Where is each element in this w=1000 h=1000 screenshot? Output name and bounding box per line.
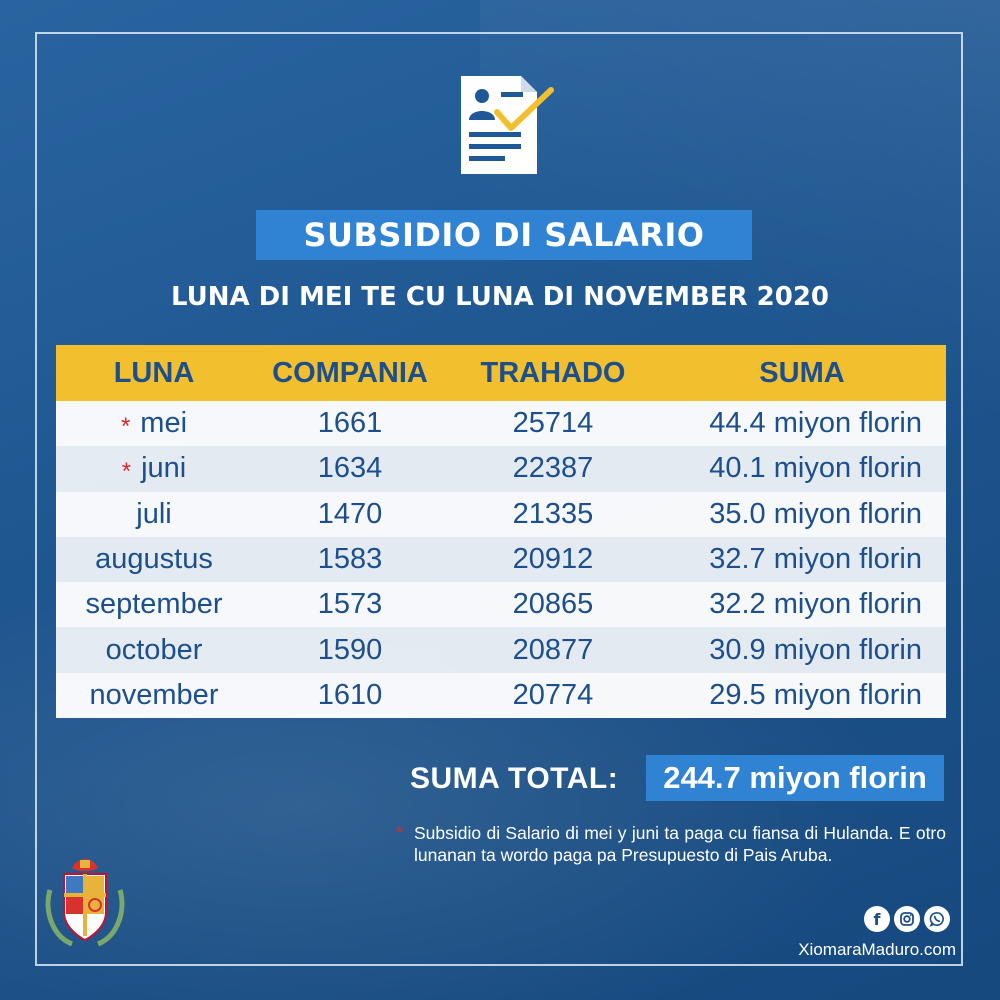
cell-luna: juli [136, 497, 172, 530]
table-row: september 1573 20865 32.2 miyon florin [56, 582, 946, 628]
title-banner: SUBSIDIO DI SALARIO [256, 210, 752, 260]
cell-trahado: 20877 [512, 633, 594, 666]
header-suma: SUMA [759, 356, 845, 389]
month-label: mei [140, 407, 188, 440]
whatsapp-icon[interactable] [924, 906, 950, 932]
cell-compania: 1610 [317, 678, 383, 711]
cell-luna: * mei [56, 407, 252, 440]
document-check-icon [461, 76, 554, 174]
asterisk-marker: * [396, 823, 404, 843]
cell-suma: 35.0 miyon florin [709, 497, 922, 530]
instagram-glyph [900, 912, 914, 926]
cell-trahado: 25714 [512, 407, 594, 440]
cell-compania: 1661 [317, 407, 383, 440]
page-subtitle: LUNA DI MEI TE CU LUNA DI NOVEMBER 2020 [170, 282, 830, 312]
cell-compania: 1573 [317, 588, 383, 621]
page-title: SUBSIDIO DI SALARIO [303, 216, 705, 254]
cell-suma: 32.7 miyon florin [709, 543, 922, 576]
total-value: 244.7 miyon florin [663, 760, 927, 795]
cell-suma: 29.5 miyon florin [709, 678, 922, 711]
cell-trahado: 20865 [512, 588, 594, 621]
cell-trahado: 20912 [512, 543, 594, 576]
asterisk-marker: * [120, 413, 131, 441]
cell-luna: september [85, 588, 223, 621]
header-compania: COMPANIA [272, 356, 428, 389]
month-label: juni [141, 452, 187, 485]
whatsapp-glyph [929, 912, 944, 927]
header-trahado: TRAHADO [480, 356, 626, 389]
instagram-icon[interactable] [894, 906, 920, 932]
cell-luna: * juni [56, 452, 252, 485]
cell-compania: 1634 [317, 452, 383, 485]
table-row: october 1590 20877 30.9 miyon florin [56, 627, 946, 673]
cell-luna: augustus [95, 543, 213, 576]
cell-luna: october [105, 633, 203, 666]
table-header: LUNA COMPANIA TRAHADO SUMA [56, 345, 946, 401]
table-row: juli 1470 21335 35.0 miyon florin [56, 491, 946, 537]
asterisk-marker: * [121, 458, 132, 486]
total-label: SUMA TOTAL: [410, 762, 619, 795]
border-frame [35, 32, 963, 966]
table-row: augustus 1583 20912 32.7 miyon florin [56, 536, 946, 583]
cell-suma: 30.9 miyon florin [709, 633, 922, 666]
footnote-text: Subsidio di Salario di mei y juni ta pag… [414, 823, 946, 865]
table-row: november 1610 20774 29.5 miyon florin [56, 672, 946, 719]
cell-trahado: 21335 [512, 497, 594, 530]
cell-suma: 40.1 miyon florin [709, 452, 922, 485]
footnote: * Subsidio di Salario di mei y juni ta p… [396, 822, 948, 865]
table-row: * mei 1661 25714 44.4 miyon florin [56, 401, 946, 447]
cell-compania: 1590 [317, 633, 383, 666]
cell-luna: november [89, 678, 219, 711]
cell-compania: 1583 [317, 543, 383, 576]
facebook-icon[interactable]: f [864, 906, 890, 932]
cell-trahado: 22387 [512, 452, 594, 485]
cell-suma: 32.2 miyon florin [709, 588, 922, 621]
cell-compania: 1470 [317, 497, 383, 530]
website-link[interactable]: XiomaraMaduro.com [798, 940, 956, 959]
coat-of-arms-icon [45, 859, 125, 947]
cell-suma: 44.4 miyon florin [709, 407, 922, 440]
total-value-box: 244.7 miyon florin [646, 755, 944, 801]
table-row: * juni 1634 22387 40.1 miyon florin [56, 446, 946, 492]
social-icons: f [864, 906, 950, 932]
cell-trahado: 20774 [512, 678, 594, 711]
header-luna: LUNA [113, 356, 195, 389]
salary-table: LUNA COMPANIA TRAHADO SUMA * mei 1661 257… [56, 345, 946, 719]
